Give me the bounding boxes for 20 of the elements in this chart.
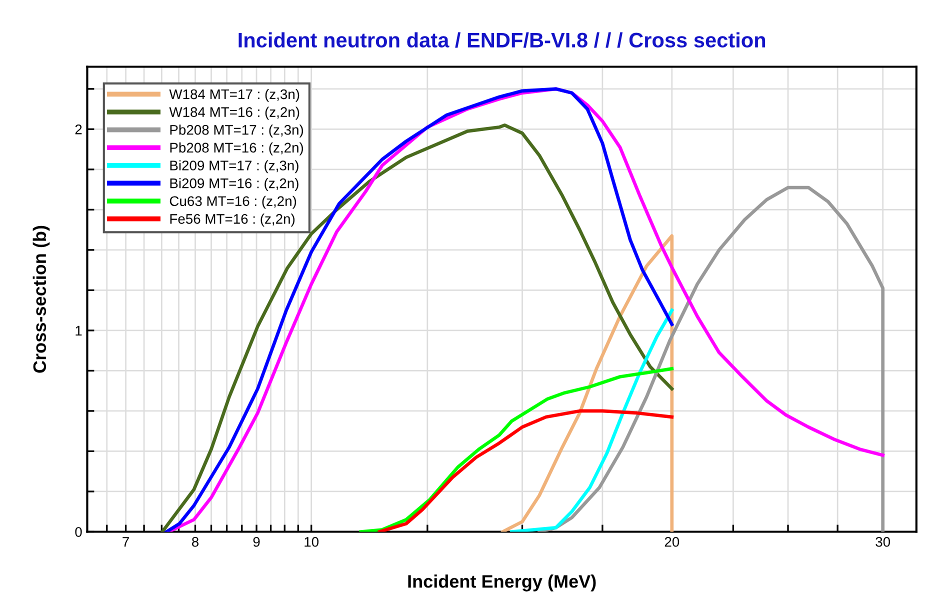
legend-label: Fe56 MT=16 : (z,2n) bbox=[170, 214, 295, 227]
x-tick-label: 20 bbox=[664, 536, 680, 547]
x-axis-title: Incident Energy (MeV) bbox=[408, 574, 596, 592]
y-tick-label: 0 bbox=[75, 527, 82, 537]
legend-label: Bi209 MT=16 : (z,2n) bbox=[170, 178, 298, 191]
legend-label: Cu63 MT=16 : (z,2n) bbox=[170, 196, 296, 209]
x-tick-label: 7 bbox=[122, 537, 129, 547]
legend-label: W184 MT=17 : (z,3n) bbox=[169, 88, 300, 102]
x-tick-label: 30 bbox=[876, 536, 890, 547]
y-tick-label: 1 bbox=[76, 326, 82, 336]
y-axis-title: Cross-section (b) bbox=[32, 226, 50, 373]
y-tick-label: 2 bbox=[75, 124, 82, 134]
x-tick-label: 9 bbox=[253, 536, 260, 547]
x-tick-label: 10 bbox=[304, 536, 319, 547]
legend-label: Bi209 MT=17 : (z,3n) bbox=[170, 160, 298, 174]
chart-title: Incident neutron data / ENDF/B-VI.8 / / / Cross section bbox=[238, 32, 766, 48]
legend-label: Pb208 MT=17 : (z,3n) bbox=[170, 124, 304, 138]
x-tick-label: 8 bbox=[192, 536, 199, 547]
legend-label: W184 MT=16 : (z,2n) bbox=[169, 106, 300, 120]
legend-label: Pb208 MT=16 : (z,2n) bbox=[170, 142, 304, 156]
